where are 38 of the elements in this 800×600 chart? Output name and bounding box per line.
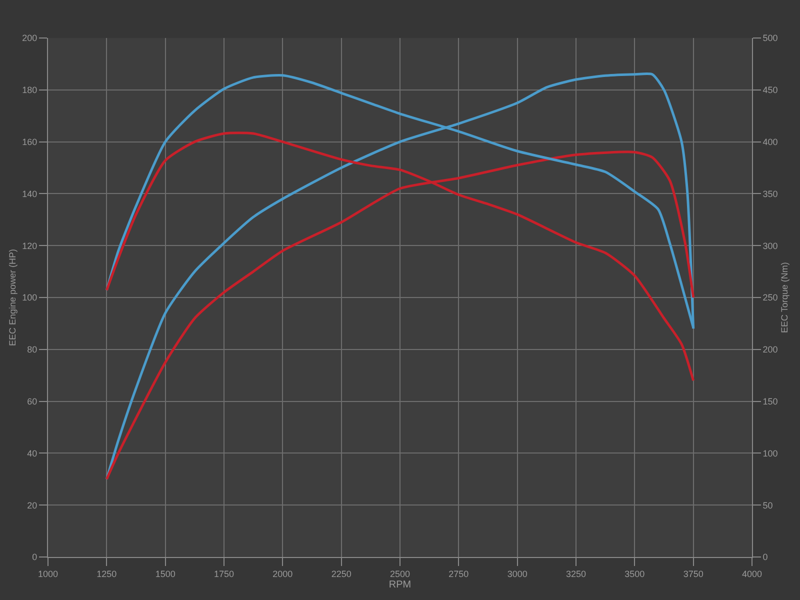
x-tick-label: 1500: [155, 568, 176, 579]
y2-tick-label: 300: [762, 240, 778, 251]
y2-tick-label: 0: [762, 552, 768, 562]
y2-tick-label: 450: [762, 85, 778, 96]
y2-tick-label: 400: [762, 136, 778, 147]
x-tick-label: 1750: [214, 568, 234, 579]
x-axis-title: RPM: [388, 579, 412, 590]
x-tick-label: 3500: [624, 568, 645, 579]
y2-axis-title: EEC Torque (Nm): [780, 262, 790, 333]
y-tick-label: 100: [22, 292, 38, 303]
y-tick-label: 0: [32, 552, 38, 562]
y2-tick-label: 50: [762, 500, 773, 510]
x-tick-label: 2000: [272, 568, 293, 579]
x-tick-label: 3250: [566, 568, 586, 579]
y-tick-label: 180: [22, 85, 38, 96]
y-tick-label: 140: [22, 188, 38, 199]
y2-tick-label: 250: [762, 292, 778, 303]
x-tick-label: 2500: [390, 568, 410, 579]
x-tick-label: 2250: [331, 568, 352, 579]
y2-tick-label: 200: [762, 344, 778, 355]
y-tick-label: 120: [22, 240, 38, 251]
y-tick-label: 60: [27, 396, 38, 406]
x-tick-label: 2750: [448, 568, 469, 579]
y-tick-label: 200: [22, 33, 38, 44]
x-tick-label: 1250: [96, 568, 117, 579]
y-axis-title: EEC Engine power (HP): [8, 248, 18, 346]
y-tick-label: 20: [27, 500, 38, 510]
y-tick-label: 40: [27, 448, 38, 458]
y2-tick-label: 350: [762, 188, 778, 199]
y-tick-label: 160: [22, 136, 38, 147]
x-tick-label: 3000: [507, 568, 528, 579]
x-tick-label: 3750: [683, 568, 704, 579]
y2-tick-label: 500: [762, 33, 778, 44]
x-tick-label: 1000: [38, 568, 58, 579]
y2-tick-label: 150: [762, 396, 778, 406]
y-tick-label: 80: [27, 344, 38, 355]
y2-tick-label: 100: [762, 448, 778, 458]
x-tick-label: 4000: [742, 568, 762, 579]
